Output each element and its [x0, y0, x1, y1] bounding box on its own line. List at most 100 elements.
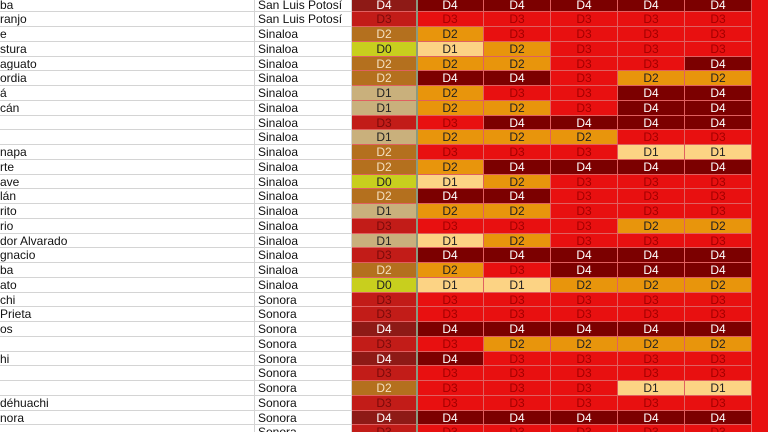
- municipality-cell[interactable]: á: [0, 86, 255, 101]
- municipality-cell[interactable]: [0, 425, 255, 432]
- drought-level-cell[interactable]: D2: [417, 263, 484, 278]
- state-cell[interactable]: Sinaloa: [255, 159, 352, 175]
- drought-level-cell[interactable]: D3: [417, 381, 484, 396]
- drought-level-cell[interactable]: D2: [484, 100, 551, 116]
- drought-level-cell[interactable]: D3: [551, 174, 618, 190]
- drought-level-cell[interactable]: D1: [417, 233, 484, 249]
- municipality-cell[interactable]: cán: [0, 100, 255, 116]
- drought-level-cell[interactable]: D3: [484, 218, 551, 234]
- drought-level-cell[interactable]: D4: [685, 86, 752, 101]
- drought-level-cell[interactable]: D2: [685, 277, 752, 293]
- municipality-cell[interactable]: os: [0, 322, 255, 337]
- drought-level-cell[interactable]: D1: [484, 277, 551, 293]
- drought-level-cell[interactable]: D3: [618, 56, 685, 72]
- state-cell[interactable]: Sinaloa: [255, 263, 352, 278]
- drought-level-cell[interactable]: D4: [352, 322, 417, 337]
- state-cell[interactable]: Sonora: [255, 366, 352, 382]
- municipality-cell[interactable]: Prieta: [0, 307, 255, 323]
- drought-level-cell[interactable]: D2: [685, 218, 752, 234]
- drought-level-cell[interactable]: D4: [685, 56, 752, 72]
- drought-level-cell[interactable]: D3: [484, 12, 551, 28]
- drought-level-cell[interactable]: D4: [484, 189, 551, 205]
- municipality-cell[interactable]: nora: [0, 410, 255, 426]
- municipality-cell[interactable]: ave: [0, 174, 255, 190]
- drought-level-cell[interactable]: D4: [417, 248, 484, 264]
- drought-level-cell[interactable]: D4: [618, 159, 685, 175]
- drought-level-cell[interactable]: D2: [352, 189, 417, 205]
- drought-level-cell[interactable]: D3: [685, 41, 752, 57]
- drought-level-cell[interactable]: D4: [551, 248, 618, 264]
- drought-level-cell[interactable]: D2: [618, 277, 685, 293]
- drought-level-cell[interactable]: D3: [685, 204, 752, 219]
- drought-level-cell[interactable]: D3: [417, 366, 484, 382]
- drought-level-cell[interactable]: D3: [551, 351, 618, 367]
- drought-level-cell[interactable]: D1: [618, 381, 685, 396]
- drought-level-cell[interactable]: D3: [551, 366, 618, 382]
- drought-level-cell[interactable]: D3: [417, 12, 484, 28]
- drought-level-cell[interactable]: D2: [618, 336, 685, 352]
- drought-level-cell[interactable]: D2: [417, 130, 484, 146]
- state-cell[interactable]: Sinaloa: [255, 41, 352, 57]
- drought-level-cell[interactable]: D3: [551, 218, 618, 234]
- drought-level-cell[interactable]: D4: [352, 0, 417, 13]
- state-cell[interactable]: Sinaloa: [255, 233, 352, 249]
- drought-level-cell[interactable]: D4: [685, 322, 752, 337]
- drought-level-cell[interactable]: D3: [484, 366, 551, 382]
- drought-level-cell[interactable]: D2: [417, 204, 484, 219]
- drought-level-cell[interactable]: D2: [484, 233, 551, 249]
- drought-level-cell[interactable]: D3: [352, 395, 417, 411]
- drought-level-cell[interactable]: D4: [551, 263, 618, 278]
- drought-level-cell[interactable]: D4: [685, 263, 752, 278]
- drought-level-cell[interactable]: D4: [551, 159, 618, 175]
- municipality-cell[interactable]: napa: [0, 145, 255, 160]
- drought-level-cell[interactable]: D3: [352, 248, 417, 264]
- drought-level-cell[interactable]: D3: [551, 145, 618, 160]
- drought-level-cell[interactable]: D2: [484, 174, 551, 190]
- drought-level-cell[interactable]: D2: [417, 27, 484, 42]
- municipality-cell[interactable]: hi: [0, 351, 255, 367]
- drought-level-cell[interactable]: D3: [352, 115, 417, 131]
- drought-level-cell[interactable]: D2: [484, 336, 551, 352]
- drought-level-cell[interactable]: D2: [484, 41, 551, 57]
- drought-level-cell[interactable]: D2: [352, 263, 417, 278]
- state-cell[interactable]: Sonora: [255, 336, 352, 352]
- drought-level-cell[interactable]: D4: [551, 115, 618, 131]
- drought-level-cell[interactable]: D3: [551, 56, 618, 72]
- state-cell[interactable]: Sinaloa: [255, 115, 352, 131]
- municipality-cell[interactable]: [0, 381, 255, 396]
- drought-level-cell[interactable]: D1: [618, 145, 685, 160]
- drought-level-cell[interactable]: D2: [352, 381, 417, 396]
- drought-level-cell[interactable]: D4: [685, 0, 752, 13]
- drought-level-cell[interactable]: D3: [618, 41, 685, 57]
- drought-level-cell[interactable]: D2: [352, 56, 417, 72]
- state-cell[interactable]: Sinaloa: [255, 277, 352, 293]
- drought-level-cell[interactable]: D3: [618, 204, 685, 219]
- drought-level-cell[interactable]: D1: [417, 277, 484, 293]
- drought-level-cell[interactable]: D1: [352, 233, 417, 249]
- drought-level-cell[interactable]: D4: [417, 410, 484, 426]
- drought-level-cell[interactable]: D3: [352, 336, 417, 352]
- municipality-cell[interactable]: chi: [0, 292, 255, 308]
- drought-level-cell[interactable]: D3: [551, 233, 618, 249]
- drought-level-cell[interactable]: D3: [685, 351, 752, 367]
- state-cell[interactable]: Sinaloa: [255, 27, 352, 42]
- drought-level-cell[interactable]: D3: [685, 366, 752, 382]
- drought-level-cell[interactable]: D3: [685, 12, 752, 28]
- drought-level-cell[interactable]: D3: [618, 174, 685, 190]
- drought-level-cell[interactable]: D3: [484, 351, 551, 367]
- drought-level-cell[interactable]: D2: [352, 71, 417, 87]
- state-cell[interactable]: Sonora: [255, 351, 352, 367]
- state-cell[interactable]: Sinaloa: [255, 248, 352, 264]
- drought-level-cell[interactable]: D2: [417, 159, 484, 175]
- municipality-cell[interactable]: ranjo: [0, 12, 255, 28]
- drought-level-cell[interactable]: D4: [484, 71, 551, 87]
- drought-level-cell[interactable]: D1: [685, 381, 752, 396]
- drought-level-cell[interactable]: D3: [417, 336, 484, 352]
- drought-level-cell[interactable]: D2: [685, 71, 752, 87]
- drought-level-cell[interactable]: D4: [352, 351, 417, 367]
- drought-level-cell[interactable]: D3: [417, 307, 484, 323]
- drought-level-cell[interactable]: D2: [551, 336, 618, 352]
- drought-level-cell[interactable]: D1: [417, 41, 484, 57]
- drought-level-cell[interactable]: D3: [551, 12, 618, 28]
- drought-level-cell[interactable]: D3: [551, 381, 618, 396]
